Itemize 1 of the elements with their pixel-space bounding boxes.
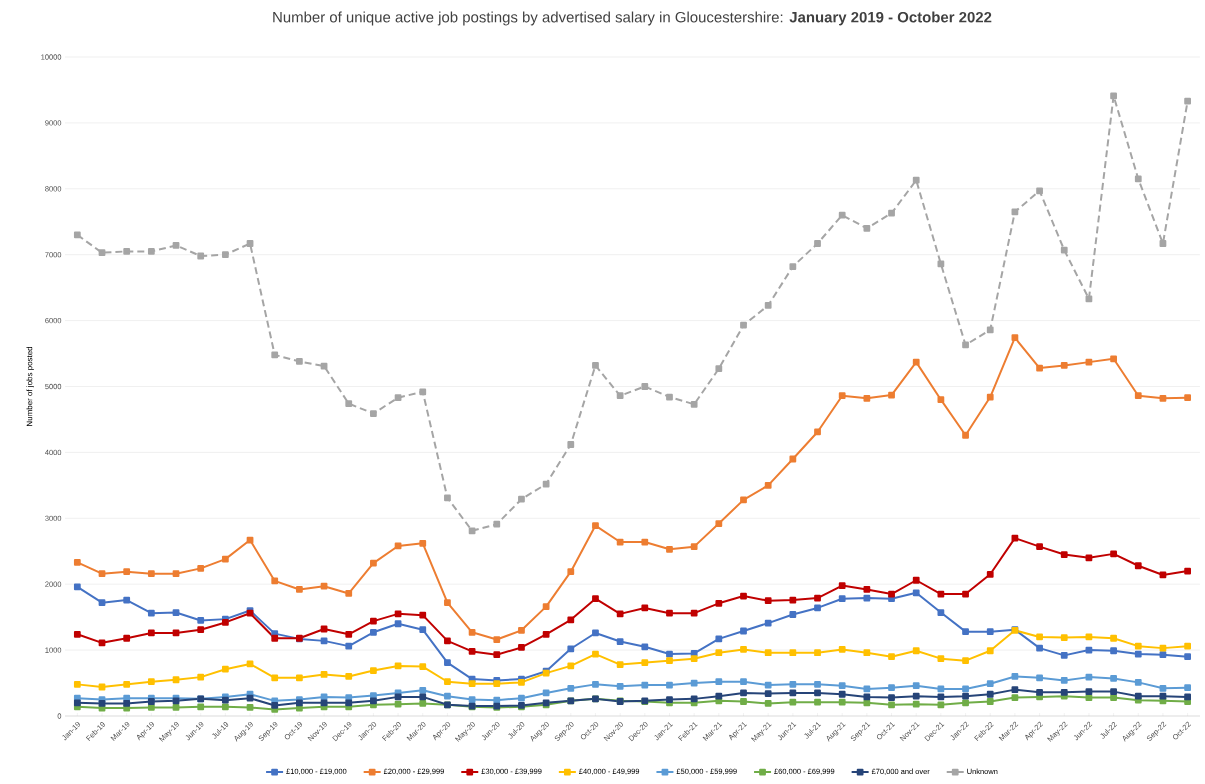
chart-title: Number of unique active job postings by advertised salary in Gloucestershire: January 2019 - October 2022 bbox=[273, 11, 992, 26]
